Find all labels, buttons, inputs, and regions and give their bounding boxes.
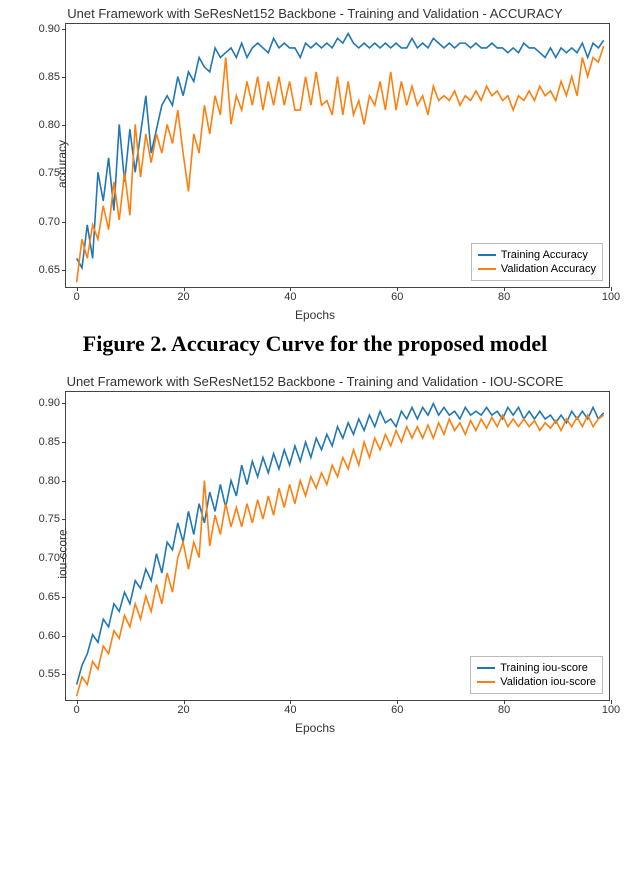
legend-swatch <box>477 667 495 669</box>
legend-swatch <box>477 681 495 683</box>
legend-row: Validation Accuracy <box>478 262 596 276</box>
chart2-xlabel: Epochs <box>5 701 625 735</box>
legend-swatch <box>478 268 496 270</box>
chart1-legend: Training Accuracy Validation Accuracy <box>471 243 603 281</box>
chart2-title: Unet Framework with SeResNet152 Backbone… <box>5 368 625 391</box>
series-line <box>77 403 604 684</box>
legend-row: Training Accuracy <box>478 248 596 262</box>
legend-swatch <box>478 254 496 256</box>
chart1-xlabel: Epochs <box>5 288 625 322</box>
legend-row: Validation iou-score <box>477 675 596 689</box>
figure-caption: Figure 2. Accuracy Curve for the propose… <box>0 322 630 368</box>
chart1-ylabel: accuracy <box>55 139 69 187</box>
legend-row: Training iou-score <box>477 661 596 675</box>
legend-label: Training iou-score <box>500 662 588 674</box>
chart2-legend: Training iou-score Validation iou-score <box>470 656 603 694</box>
legend-label: Validation Accuracy <box>501 263 596 275</box>
chart1-title: Unet Framework with SeResNet152 Backbone… <box>5 0 625 23</box>
chart1-plot-area: Training Accuracy Validation Accuracy ac… <box>65 23 610 288</box>
legend-label: Training Accuracy <box>501 249 588 261</box>
legend-label: Validation iou-score <box>500 676 596 688</box>
iou-chart: Unet Framework with SeResNet152 Backbone… <box>5 368 625 735</box>
chart2-lines <box>66 392 609 700</box>
chart2-plot-area: Training iou-score Validation iou-score … <box>65 391 610 701</box>
accuracy-chart: Unet Framework with SeResNet152 Backbone… <box>5 0 625 322</box>
series-line <box>77 34 604 268</box>
